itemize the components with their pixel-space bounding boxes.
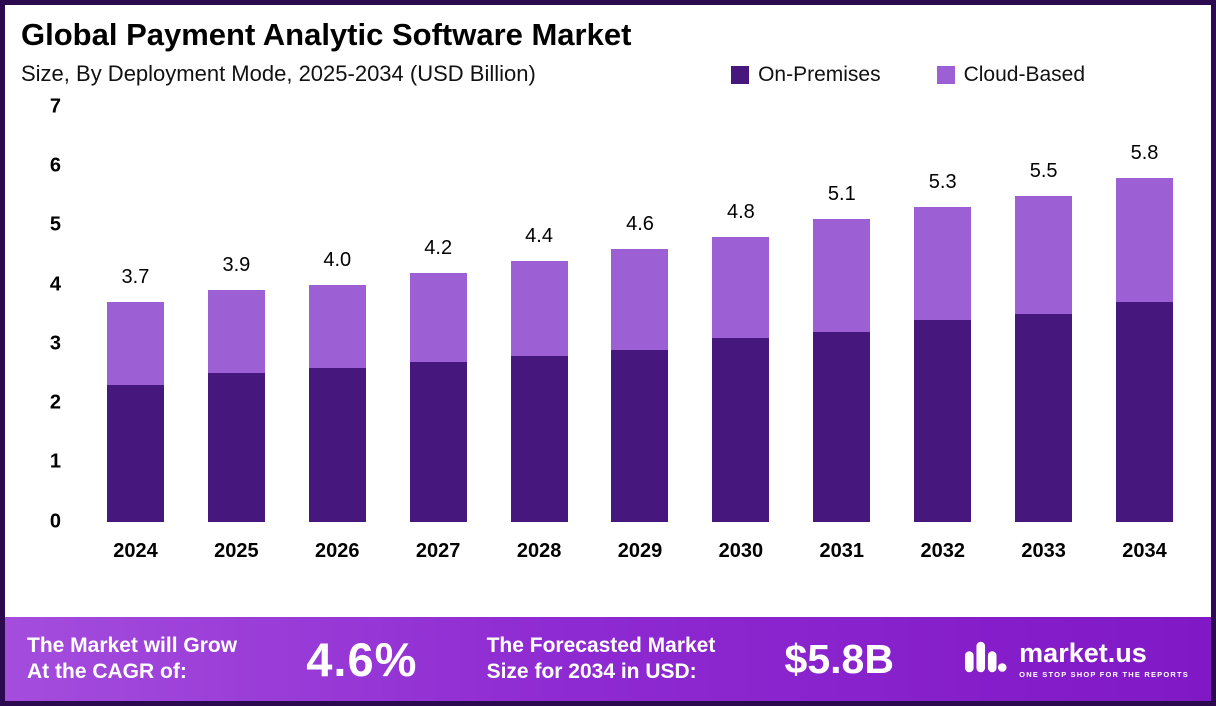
legend-swatch (936, 65, 955, 84)
bar-total-label: 4.6 (626, 212, 654, 235)
x-axis-label: 2031 (819, 539, 865, 562)
bar-total-label: 5.3 (928, 171, 957, 194)
y-tick-label: 4 (49, 273, 61, 295)
bar-column: 4.8 2030 (690, 107, 791, 563)
y-axis: 0 1 2 3 4 5 6 7 (21, 95, 85, 532)
brand-text: market.us ONE STOP SHOP FOR THE REPORTS (1019, 637, 1189, 679)
legend-label: On-Premises (758, 62, 881, 86)
bar-stack: 4.2 (388, 107, 489, 522)
x-axis-label: 2034 (1122, 539, 1167, 562)
brand-name: market.us (1019, 637, 1147, 668)
footer-banner: The Market will Grow At the CAGR of: 4.6… (5, 617, 1211, 701)
bars: 3.7 2024 3.9 2025 4.0 2026 4.2 2027 4.4 2028 4.6 20… (85, 107, 1195, 563)
bar-stack: 5.5 (993, 107, 1094, 522)
bar-segment-cloud-based (409, 272, 467, 362)
forecast-value: $5.8B (784, 635, 894, 682)
bar-stack: 4.6 (590, 107, 691, 522)
legend-swatch (731, 65, 750, 84)
y-tick-label: 7 (49, 95, 61, 118)
bar-segment-cloud-based (611, 248, 669, 350)
brand: market.us ONE STOP SHOP FOR THE REPORTS (963, 636, 1189, 683)
bar-segment-cloud-based (914, 207, 972, 321)
cagr-label: The Market will Grow At the CAGR of: (27, 633, 238, 683)
bar-segment-on-premises (308, 367, 366, 522)
bar-stack: 4.8 (690, 107, 791, 522)
bar-total-label: 5.5 (1029, 159, 1058, 182)
bar-total-label: 5.1 (827, 183, 856, 206)
chart-subtitle: Size, By Deployment Mode, 2025-2034 (USD… (21, 60, 536, 86)
y-tick-label: 6 (49, 154, 61, 177)
x-axis-label: 2030 (718, 539, 764, 562)
bar-segment-on-premises (914, 320, 972, 522)
x-axis-label: 2033 (1021, 539, 1066, 562)
cagr-value: 4.6% (306, 632, 418, 686)
bar-segment-cloud-based (510, 260, 568, 356)
subtitle-row: Size, By Deployment Mode, 2025-2034 (USD… (21, 61, 1195, 87)
bar-segment-on-premises (1116, 302, 1174, 522)
bar-total-label: 4.0 (323, 248, 352, 271)
legend-item: Cloud-Based (936, 62, 1085, 87)
bar-column: 5.5 2033 (993, 107, 1094, 563)
x-axis-label: 2024 (113, 539, 158, 562)
legend: On-Premises Cloud-Based (731, 63, 1085, 87)
forecast-label: The Forecasted Market Size for 2034 in U… (486, 633, 716, 683)
bar-segment-on-premises (1015, 314, 1073, 522)
bar-segment-cloud-based (308, 284, 366, 368)
bar-stack: 5.1 (791, 107, 892, 522)
bar-segment-on-premises (106, 385, 164, 522)
bar-column: 4.0 2026 (287, 107, 388, 563)
x-axis-label: 2029 (617, 539, 663, 562)
bar-column: 5.1 2031 (791, 107, 892, 563)
x-axis-label: 2028 (516, 539, 562, 562)
bar-column: 5.3 2032 (892, 107, 993, 563)
bar-total-label: 4.8 (726, 201, 755, 224)
y-tick-label: 1 (49, 450, 61, 473)
legend-label: Cloud-Based (963, 62, 1085, 86)
bar-segment-cloud-based (1116, 177, 1174, 303)
bar-total-label: 4.4 (525, 224, 553, 247)
bar-stack: 5.8 (1094, 107, 1195, 522)
bar-stack: 4.4 (489, 107, 590, 522)
bar-column: 5.8 2034 (1094, 107, 1195, 563)
x-axis-label: 2026 (315, 539, 360, 562)
bar-total-label: 4.2 (424, 236, 453, 259)
page-title: Global Payment Analytic Software Market (21, 17, 632, 52)
y-tick-label: 5 (49, 213, 61, 236)
bar-segment-on-premises (510, 355, 568, 522)
bar-stack: 4.0 (287, 107, 388, 522)
marketus-logo-icon (963, 636, 1009, 683)
bar-segment-on-premises (409, 361, 467, 522)
bar-column: 4.2 2027 (388, 107, 489, 563)
brand-tagline: ONE STOP SHOP FOR THE REPORTS (1019, 669, 1189, 679)
bar-segment-on-premises (712, 337, 770, 522)
bar-segment-cloud-based (106, 302, 164, 386)
bar-total-label: 3.7 (121, 266, 150, 289)
bar-segment-on-premises (207, 373, 265, 522)
bar-column: 3.7 2024 (85, 107, 186, 563)
bar-total-label: 3.9 (222, 254, 251, 277)
bar-segment-cloud-based (813, 219, 871, 332)
legend-item: On-Premises (731, 63, 881, 87)
bar-stack: 3.7 (85, 107, 186, 522)
bar-column: 4.4 2028 (489, 107, 590, 563)
bar-segment-cloud-based (207, 290, 265, 374)
bar-segment-on-premises (611, 349, 669, 522)
x-axis-label: 2032 (920, 539, 965, 562)
chart: 0 1 2 3 4 5 6 7 3.7 2024 3.9 2025 4.0 2026 4.2 2027 4.4… (21, 95, 1195, 563)
x-axis-label: 2025 (214, 539, 259, 562)
bar-column: 4.6 2029 (590, 107, 691, 563)
y-tick-label: 0 (49, 510, 61, 533)
y-tick-label: 2 (49, 391, 61, 414)
y-tick-label: 3 (49, 332, 61, 355)
bar-stack: 5.3 (892, 107, 993, 522)
bar-total-label: 5.8 (1130, 141, 1159, 164)
bar-segment-cloud-based (712, 237, 770, 338)
bar-segment-on-premises (813, 331, 871, 522)
chart-section: Global Payment Analytic Software Market … (5, 5, 1211, 617)
bar-segment-cloud-based (1015, 195, 1073, 315)
bar-column: 3.9 2025 (186, 107, 287, 563)
bar-stack: 3.9 (186, 107, 287, 522)
x-axis-label: 2027 (415, 539, 461, 562)
